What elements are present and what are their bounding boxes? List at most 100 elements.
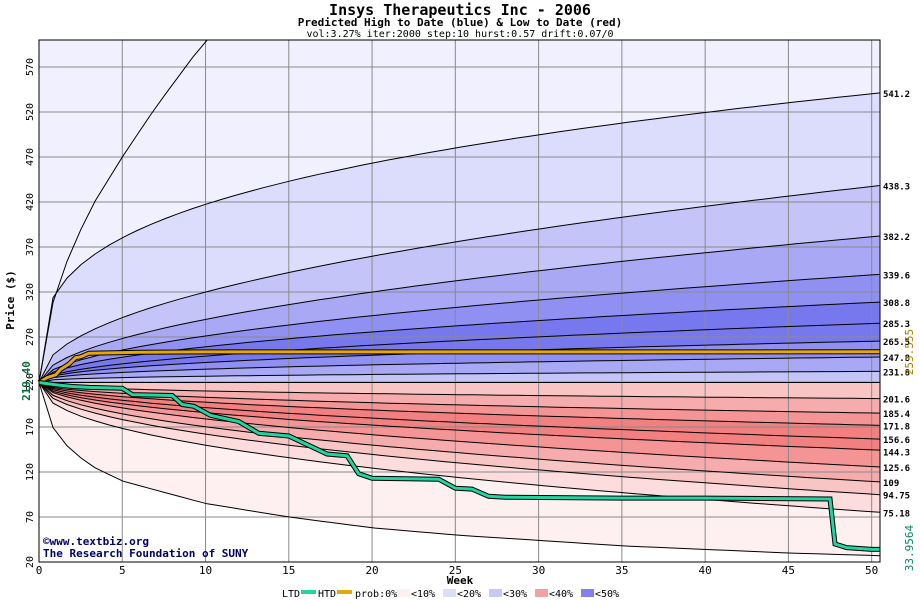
x-axis-label: Week [447,574,474,587]
low-band [39,382,880,556]
legend-band-30-label: <30% [503,589,527,600]
legend-band-30-swatch [535,589,548,597]
percentile-end-label: 382.2 [883,233,910,243]
y-tick-label: 20 [25,556,36,568]
percentile-high-line [38,92,881,383]
ltd-last-label: 33.9564 [903,524,916,571]
low-band [39,382,880,495]
legend-ltd-label: LTD [282,589,300,600]
legend-band-20-swatch [489,589,502,597]
y-tick-label: 120 [25,463,36,481]
legend-band-20-label: <20% [457,589,481,600]
legend-band-40-swatch [581,589,594,597]
percentile-high-line [38,322,881,383]
percentile-high-line [38,235,881,383]
y-tick-label: 70 [25,511,36,523]
x-tick-label: 40 [699,564,712,577]
end-labels: 541.2 438.3 382.2 339.6 308.8 285.3 265.5 247.8… [883,90,911,519]
low-band [39,382,880,451]
htd-last-label: 253.555 [903,329,916,375]
legend-band-40-label: <40% [549,589,573,600]
y-tick-label: 170 [25,418,36,436]
legend: LTD HTD prob:0% <10% <20% <30% <40% <50% [282,589,619,600]
low-band [39,382,880,426]
high-band [39,274,880,383]
credit-line-2: The Research Foundation of SUNY [43,547,249,560]
x-tick-label: 5 [119,564,126,577]
percentile-end-label: 541.2 [883,90,910,100]
low-band [39,382,880,399]
percentile-low-line [38,382,881,451]
percentile-end-label: 265.5 [883,338,910,348]
percentile-low-line [38,382,881,513]
percentile-end-label: 144.3 [883,449,910,459]
percentile-high-line [38,273,881,383]
outer-low-line [38,382,881,557]
y-tick-label: 320 [25,283,36,301]
y-tick-label: 270 [25,328,36,346]
y-tick-label: 570 [25,58,36,76]
x-tick-label: 10 [199,564,212,577]
series-lines [37,349,881,552]
x-tick-label: 0 [36,564,43,577]
percentile-low-line [38,382,881,400]
legend-htd-swatch [337,590,352,594]
percentile-end-label: 231.8 [883,368,910,378]
percentile-end-label: 339.6 [883,271,910,281]
x-tick-label: 45 [782,564,795,577]
chart-params: vol:3.27% iter:2000 step:10 hurst:0.57 d… [306,29,613,40]
percentile-end-label: 156.6 [883,436,910,446]
percentile-end-label: 185.4 [883,410,911,420]
percentile-high-line [38,356,881,383]
x-tick-label: 50 [865,564,878,577]
ltd-line [38,381,880,551]
percentile-high-line [38,370,880,383]
axes: 0 5 10 15 20 25 30 35 40 45 50 20 70 120 170 220 270 320 3… [25,39,881,577]
legend-ltd-swatch [301,590,316,594]
low-band [39,382,880,482]
y-tick-label: 370 [25,238,36,256]
x-tick-label: 25 [449,564,462,577]
percentile-end-label: 247.8 [883,354,910,364]
percentile-low-line [38,382,881,414]
low-band [39,382,880,440]
high-band [39,40,880,383]
percentile-end-label: 201.6 [883,396,910,406]
legend-htd-label: HTD [318,589,336,600]
low-band [39,382,880,467]
plot-frame [38,39,881,563]
legend-band-10-swatch [443,589,456,597]
credit-line-1: ©www.textbiz.org [43,535,149,548]
x-tick-label: 35 [615,564,628,577]
percentile-end-label: 285.3 [883,320,910,330]
chart-subtitle: Predicted High to Date (blue) & Low to D… [298,16,623,29]
legend-band-0-swatch [397,589,410,597]
percentile-low-line [38,382,881,440]
y-tick-label: 420 [25,193,36,211]
percentile-end-label: 171.8 [883,423,910,433]
chart-title: Insys Therapeutics Inc - 2006 [329,1,591,19]
percentile-end-label: 94.75 [883,492,910,502]
high-band [39,371,880,383]
percentile-end-label: 109 [883,479,899,489]
htd-line [38,350,881,384]
percentile-high-line [38,185,881,383]
low-band [39,382,880,414]
legend-band-50-label: <50% [595,589,619,600]
y-tick-label: 220 [25,373,36,391]
percentile-end-label: 125.6 [883,464,910,474]
y-tick-label: 470 [25,148,36,166]
high-band [39,40,880,383]
percentile-bands [39,40,880,562]
legend-prob-label: prob:0% [355,589,397,600]
x-tick-label: 30 [532,564,545,577]
y-tick-label: 520 [25,103,36,121]
percentile-end-label: 438.3 [883,183,910,193]
start-price-label: 219.40 [20,361,33,401]
percentile-low-line [38,382,881,483]
high-band [39,357,880,383]
legend-band-10-label: <10% [411,589,435,600]
percentile-end-label: 308.8 [883,299,910,309]
high-band [39,236,880,383]
